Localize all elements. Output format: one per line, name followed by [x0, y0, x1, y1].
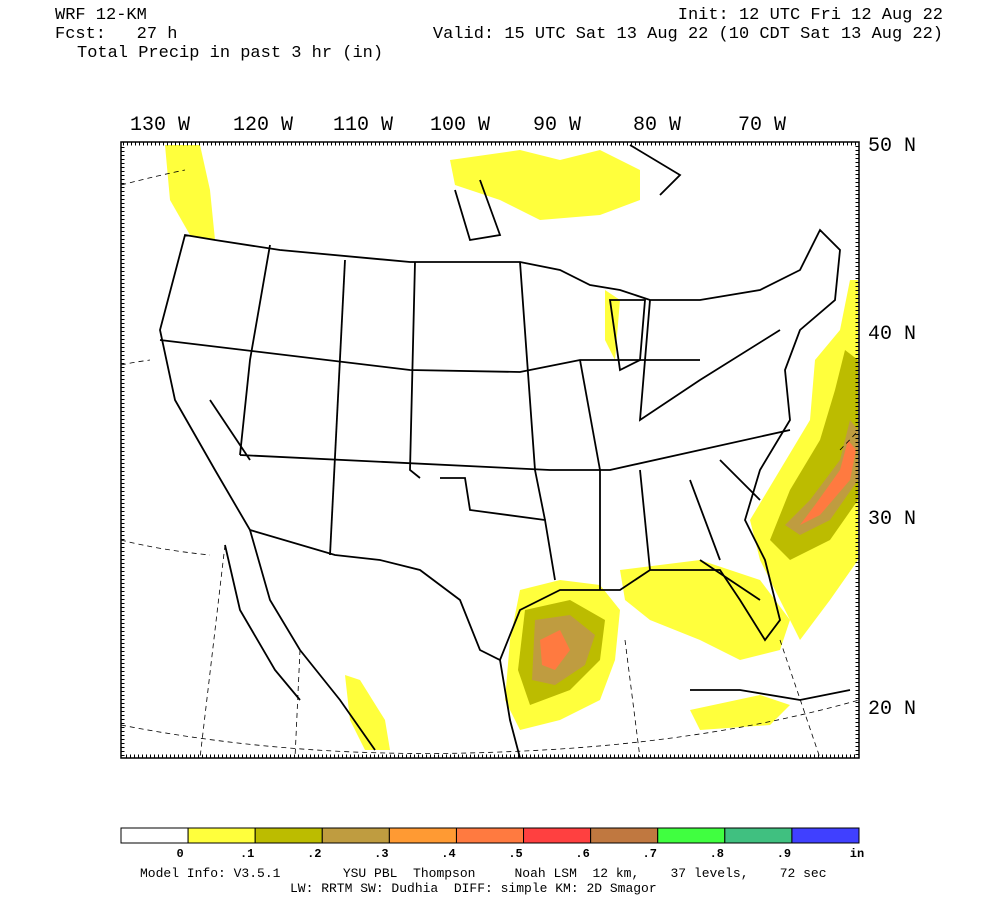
map-background	[121, 142, 859, 758]
colorbar-box	[388, 827, 457, 844]
colorbar-box	[120, 827, 189, 844]
longitude-label: 90 W	[533, 114, 581, 137]
latitude-label: 50 N	[868, 135, 916, 158]
colorbar-label: 0	[176, 847, 183, 861]
colorbar-box	[523, 827, 592, 844]
colorbar-box	[657, 827, 726, 844]
physics-info: LW: RRTM SW: Dudhia DIFF: simple KM: 2D …	[290, 881, 657, 896]
colorbar-unit: in	[850, 847, 864, 861]
map	[120, 141, 860, 759]
colorbar-box	[590, 827, 659, 844]
colorbar-label: .8	[710, 847, 724, 861]
longitude-label: 110 W	[333, 114, 393, 137]
forecast-hour: Fcst: 27 h	[55, 25, 177, 44]
latitude-label: 20 N	[868, 698, 916, 721]
longitude-label: 120 W	[233, 114, 293, 137]
latitude-label: 30 N	[868, 508, 916, 531]
longitude-label: 80 W	[633, 114, 681, 137]
colorbar-box	[455, 827, 525, 844]
colorbar-label: .9	[777, 847, 791, 861]
valid-time: Valid: 15 UTC Sat 13 Aug 22 (10 CDT Sat …	[433, 25, 943, 44]
colorbar: 0 .1 .2 .3 .4 .5 .6 .7 .8 .9 in	[120, 827, 864, 861]
field-name: Total Precip in past 3 hr (in)	[77, 44, 383, 63]
colorbar-box	[791, 827, 860, 844]
longitude-label: 130 W	[130, 114, 190, 137]
colorbar-label: .6	[575, 847, 589, 861]
init-time: Init: 12 UTC Fri 12 Aug 22	[678, 6, 943, 25]
colorbar-box	[321, 827, 390, 844]
colorbar-box	[187, 827, 256, 844]
colorbar-box	[724, 827, 793, 844]
precip-areas	[165, 145, 858, 750]
colorbar-label: .1	[240, 847, 254, 861]
map-frame	[120, 141, 860, 759]
colorbar-label: .5	[508, 847, 522, 861]
colorbar-box	[254, 827, 323, 844]
graticule	[120, 169, 860, 759]
colorbar-label: .7	[643, 847, 657, 861]
colorbar-label: .4	[441, 847, 455, 861]
map-frame-ticks	[121, 142, 859, 758]
latitude-label: 40 N	[868, 323, 916, 346]
model-name: WRF 12-KM	[55, 6, 147, 25]
colorbar-label: .3	[374, 847, 388, 861]
longitude-label: 70 W	[738, 114, 786, 137]
colorbar-label: .2	[307, 847, 321, 861]
model-info: Model Info: V3.5.1 YSU PBL Thompson Noah…	[140, 866, 827, 881]
boundaries	[159, 144, 851, 759]
longitude-label: 100 W	[430, 114, 490, 137]
